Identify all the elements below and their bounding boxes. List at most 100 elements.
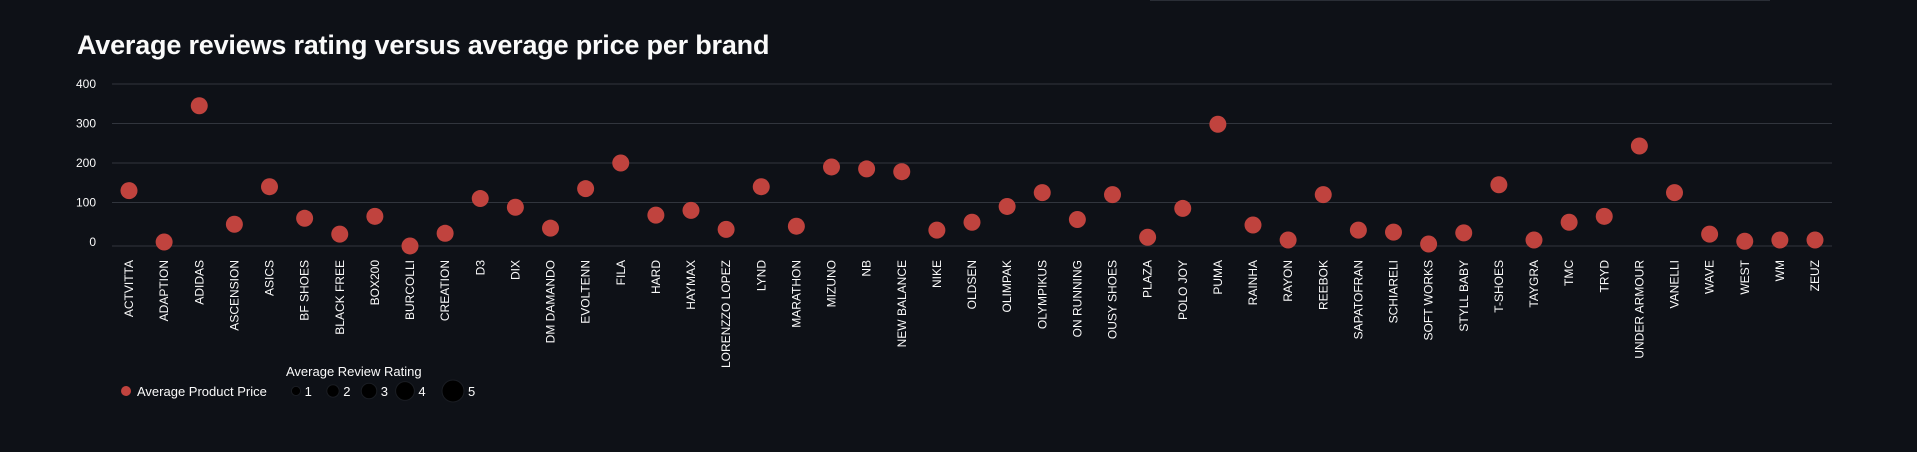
data-point[interactable] — [963, 213, 981, 231]
x-tick-label: REEBOK — [1316, 260, 1330, 310]
data-point[interactable] — [1209, 115, 1227, 133]
size-legend-marker — [290, 385, 302, 397]
x-tick-label: NIKE — [930, 260, 944, 288]
y-tick-label: 400 — [76, 77, 96, 91]
size-legend-label: 5 — [468, 384, 475, 399]
size-legend-label: 4 — [418, 384, 425, 399]
data-point[interactable] — [261, 178, 278, 196]
x-tick-label: OLIMPAK — [1000, 260, 1014, 312]
data-point[interactable] — [120, 182, 138, 200]
size-legend-label: 3 — [381, 384, 388, 399]
data-point[interactable] — [577, 180, 595, 198]
x-tick-label: PLAZA — [1141, 260, 1155, 298]
x-tick-label: DM DAMANDO — [544, 260, 558, 343]
x-tick-label: FILA — [614, 260, 628, 285]
data-point[interactable] — [1244, 216, 1262, 234]
data-point[interactable] — [1068, 210, 1086, 228]
data-point[interactable] — [366, 207, 384, 225]
data-point[interactable] — [1174, 199, 1192, 217]
data-point[interactable] — [155, 233, 173, 251]
x-tick-label: EVOLTENN — [579, 260, 593, 324]
data-point[interactable] — [752, 178, 770, 196]
data-point[interactable] — [1420, 235, 1438, 253]
data-point[interactable] — [647, 206, 665, 224]
data-point[interactable] — [1279, 231, 1297, 249]
data-point[interactable] — [682, 201, 700, 219]
data-point[interactable] — [893, 163, 911, 181]
data-point[interactable] — [717, 220, 735, 238]
data-point[interactable] — [1630, 137, 1648, 155]
size-legend-marker — [395, 381, 415, 401]
x-tick-label: ON RUNNING — [1070, 260, 1084, 337]
x-tick-label: BF SHOES — [298, 260, 312, 321]
x-tick-label: T-SHOES — [1492, 260, 1506, 313]
data-point[interactable] — [296, 209, 314, 227]
data-point[interactable] — [823, 158, 840, 176]
x-tick-label: SOFT WORKS — [1422, 260, 1436, 340]
data-point[interactable] — [1525, 231, 1543, 249]
data-point[interactable] — [1771, 231, 1789, 249]
data-point[interactable] — [542, 219, 559, 237]
x-tick-label: TAYGRA — [1527, 260, 1541, 308]
size-legend-marker — [360, 382, 378, 400]
data-point[interactable] — [331, 225, 349, 243]
legend-marker — [121, 386, 131, 396]
data-point[interactable] — [225, 215, 243, 233]
data-point[interactable] — [1806, 231, 1824, 249]
x-tick-label: MIZUNO — [825, 260, 839, 307]
legend: Average Product Price Average Review Rati… — [121, 364, 475, 403]
x-tick-label: WM — [1773, 260, 1787, 281]
x-tick-label: LORENZZO LOPEZ — [719, 260, 733, 368]
x-tick-label: STYLL BABY — [1457, 260, 1471, 332]
x-tick-label: TRYD — [1597, 260, 1611, 293]
data-point[interactable] — [506, 198, 524, 216]
size-legend-marker — [326, 384, 340, 398]
data-point[interactable] — [1033, 184, 1051, 202]
data-point[interactable] — [1595, 207, 1613, 225]
y-tick-label: 100 — [76, 196, 96, 210]
data-point[interactable] — [1455, 224, 1473, 242]
x-tick-label: WAVE — [1703, 260, 1717, 294]
data-point[interactable] — [612, 154, 630, 172]
data-point[interactable] — [190, 97, 208, 115]
data-point[interactable] — [1490, 176, 1508, 194]
chart-title: Average reviews rating versus average pr… — [77, 30, 770, 60]
top-divider — [1150, 0, 1770, 1]
data-point[interactable] — [1104, 186, 1121, 204]
data-point[interactable] — [1736, 232, 1754, 250]
data-point[interactable] — [1701, 225, 1719, 243]
x-tick-label: CREATION — [438, 260, 452, 321]
x-tick-label: SAPATOFRAN — [1351, 260, 1365, 339]
data-point[interactable] — [1314, 186, 1332, 204]
data-point[interactable] — [436, 224, 454, 242]
x-tick-label: BOX200 — [368, 260, 382, 306]
x-tick-label: VANELLI — [1668, 260, 1682, 308]
x-tick-label: LYND — [754, 260, 768, 291]
data-point[interactable] — [1560, 213, 1578, 231]
data-point[interactable] — [1349, 221, 1367, 239]
x-tick-label: TMC — [1562, 260, 1576, 286]
x-tick-label: BLACK FREE — [333, 260, 347, 335]
x-tick-label: ACTVITTA — [122, 260, 136, 317]
data-point[interactable] — [1666, 184, 1683, 202]
y-tick-label: 200 — [76, 156, 96, 170]
data-point[interactable] — [471, 190, 489, 208]
x-tick-label: D3 — [473, 260, 487, 276]
data-point[interactable] — [401, 237, 419, 255]
x-tick-label: ZEUZ — [1808, 260, 1822, 291]
data-point[interactable] — [928, 221, 946, 239]
size-legend-marker — [441, 379, 465, 403]
x-tick-label: ADIDAS — [192, 260, 206, 305]
x-tick-label: ADAPTION — [157, 260, 171, 321]
x-tick-label: POLO JOY — [1176, 260, 1190, 320]
x-tick-label: RAINHA — [1246, 260, 1260, 305]
x-tick-label: BURCOLLI — [403, 260, 417, 320]
data-point[interactable] — [998, 197, 1016, 215]
x-tick-label: OLYMPIKUS — [1035, 260, 1049, 329]
data-point[interactable] — [1385, 223, 1402, 241]
data-point[interactable] — [1139, 228, 1157, 246]
data-point[interactable] — [787, 217, 805, 235]
data-point[interactable] — [858, 160, 876, 178]
x-tick-label: ASCENSION — [227, 260, 241, 331]
